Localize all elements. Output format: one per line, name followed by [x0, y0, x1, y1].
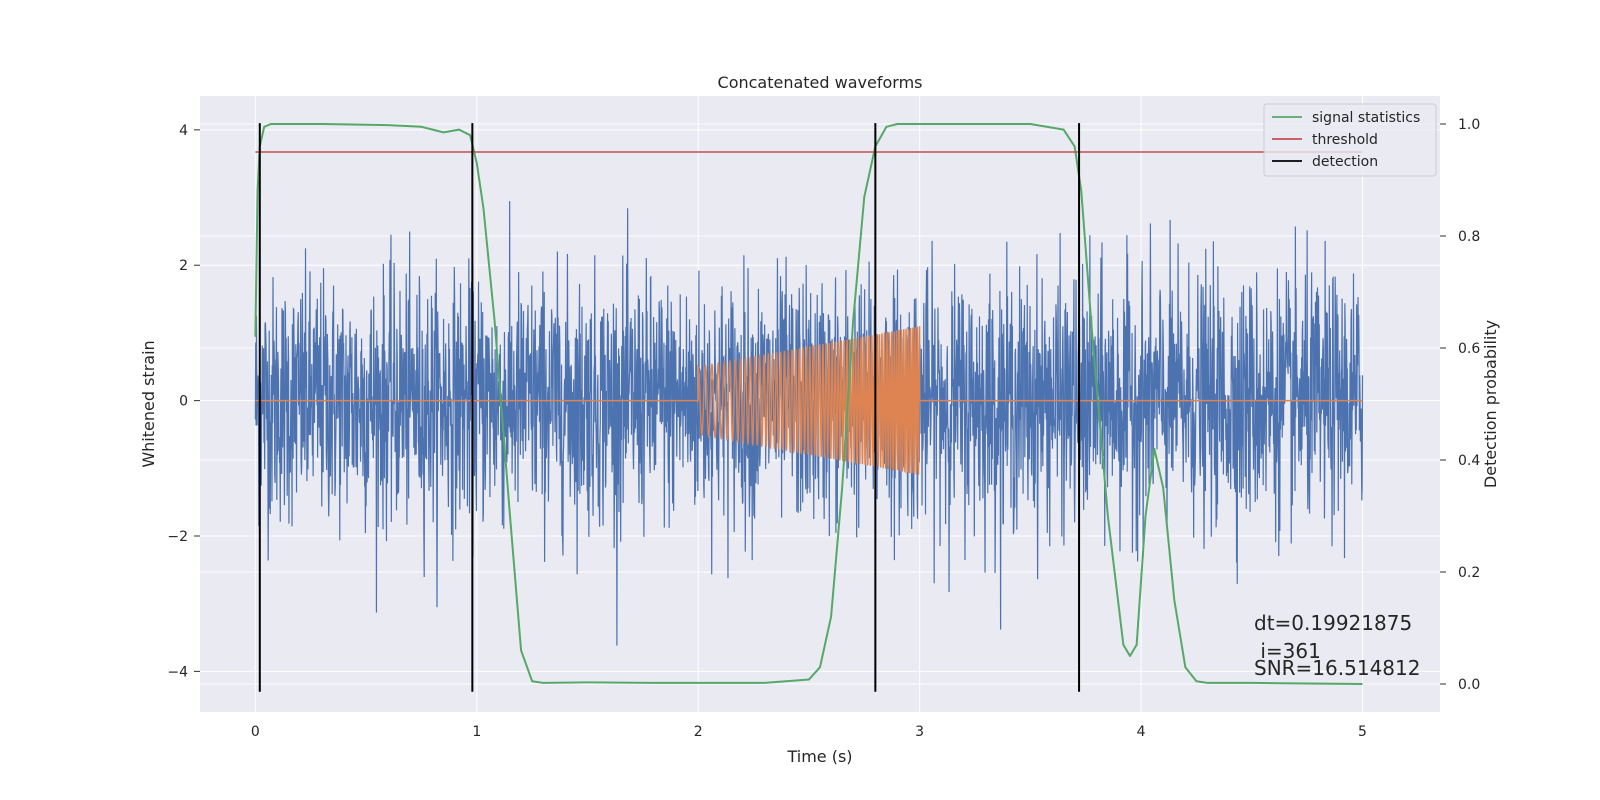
annotation-index: i=361 [1254, 639, 1321, 663]
x-tick-label: 4 [1137, 724, 1146, 740]
injected-signal-series [255, 326, 1363, 475]
y2-tick-label: 1.0 [1458, 117, 1480, 133]
y-axis-label: Whitened strain [139, 340, 158, 467]
legend-label-signal-statistics: signal statistics [1312, 110, 1420, 126]
x-tick-label: 2 [694, 724, 703, 740]
x-tick-label: 5 [1358, 724, 1367, 740]
y2-tick-label: 0.4 [1458, 453, 1480, 469]
grid [200, 96, 1440, 712]
y2-tick-label: 0.6 [1458, 341, 1480, 357]
y-tick-label: 2 [179, 258, 188, 274]
annotations: dt=0.19921875 i=361 SNR=16.514812 [1254, 611, 1420, 680]
legend-box [1263, 103, 1437, 177]
y-tick-label: −2 [167, 529, 188, 545]
y2-tick-label: 0.8 [1458, 229, 1480, 245]
legend-label-threshold: threshold [1312, 132, 1378, 148]
signal-statistics-series [254, 123, 1363, 685]
y2-axis-label: Detection probability [1481, 320, 1500, 488]
legend-label-detection: detection [1312, 154, 1378, 170]
legend: signal statistics threshold detection [1263, 103, 1437, 177]
y-tick-label: −4 [167, 664, 188, 680]
x-tick-label: 1 [472, 724, 481, 740]
y-tick-label: 0 [179, 394, 188, 410]
ticks: 0 1 2 3 4 5 −4 −2 0 2 4 0.0 0.2 0.4 0.6 0.8 1.0 [167, 117, 1480, 740]
annotation-dt: dt=0.19921875 [1254, 611, 1412, 635]
whitened-strain-series [254, 201, 1364, 646]
y-tick-label: 4 [179, 123, 188, 139]
x-tick-label: 0 [251, 724, 260, 740]
chart-title: Concatenated waveforms [718, 73, 923, 92]
x-axis-label: Time (s) [786, 747, 852, 766]
y2-tick-label: 0.2 [1458, 565, 1480, 581]
annotation-snr: SNR=16.514812 [1254, 656, 1420, 680]
data-layer [254, 123, 1364, 692]
y2-tick-label: 0.0 [1458, 677, 1480, 693]
x-tick-label: 3 [915, 724, 924, 740]
